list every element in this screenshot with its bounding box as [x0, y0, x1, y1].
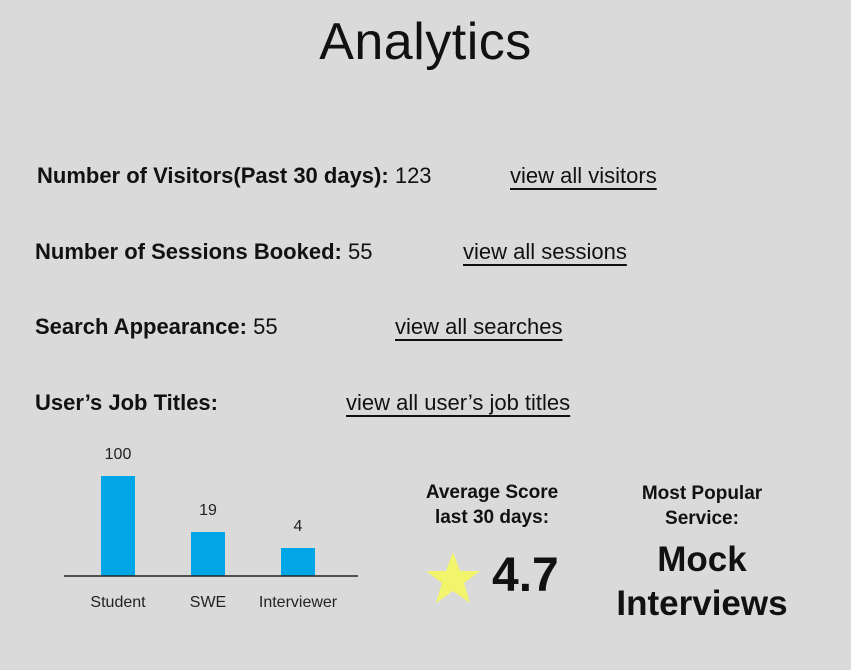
visitors-value: 123 [394, 163, 432, 188]
average-score-label: Average Score last 30 days: [412, 480, 572, 530]
bar-interviewer [281, 548, 315, 576]
view-all-visitors-link[interactable]: view all visitors [510, 163, 657, 188]
sessions-value: 55 [347, 239, 373, 264]
bar-value-label: 100 [105, 446, 132, 463]
category-label: SWE [190, 594, 226, 611]
sessions-stat: Number of Sessions Booked: 55 [35, 239, 372, 265]
bar-value-label: 19 [199, 502, 217, 519]
category-label: Student [90, 594, 146, 611]
popular-service-label-line1: Most Popular [641, 483, 763, 504]
job-titles-bar-chart: 100 Student 19 SWE 4 Interviewer [64, 446, 358, 611]
job-titles-label: User’s Job Titles: [35, 390, 218, 415]
average-score-label-line1: Average Score [425, 482, 559, 503]
search-appearance-value: 55 [253, 314, 278, 339]
average-score-value: 4.7 [492, 549, 559, 602]
star-icon [426, 552, 480, 603]
view-all-searches-link[interactable]: view all searches [395, 314, 563, 339]
category-label: Interviewer [259, 594, 338, 611]
sessions-label: Number of Sessions Booked: [35, 239, 342, 264]
popular-service-value: Mock Interviews [602, 538, 802, 626]
popular-service-label-line2: Service: [665, 508, 739, 529]
search-appearance-stat: Search Appearance: 55 [35, 314, 278, 340]
search-appearance-label: Search Appearance: [35, 314, 247, 339]
bar-swe [191, 532, 225, 576]
view-all-sessions-link[interactable]: view all sessions [463, 239, 627, 264]
view-all-job-titles-link[interactable]: view all user’s job titles [346, 390, 571, 415]
popular-service-label: Most Popular Service: [622, 481, 782, 531]
job-titles-stat: User’s Job Titles: [35, 390, 218, 416]
visitors-label: Number of Visitors(Past 30 days): [37, 163, 389, 188]
popular-service-value-line1: Mock [657, 540, 747, 579]
bar-student [101, 476, 135, 576]
bar-value-label: 4 [294, 518, 303, 535]
visitors-stat: Number of Visitors(Past 30 days): 123 [37, 163, 432, 189]
page-title: Analytics [319, 13, 532, 71]
average-score-label-line2: last 30 days: [434, 507, 550, 528]
popular-service-value-line2: Interviews [616, 584, 788, 623]
